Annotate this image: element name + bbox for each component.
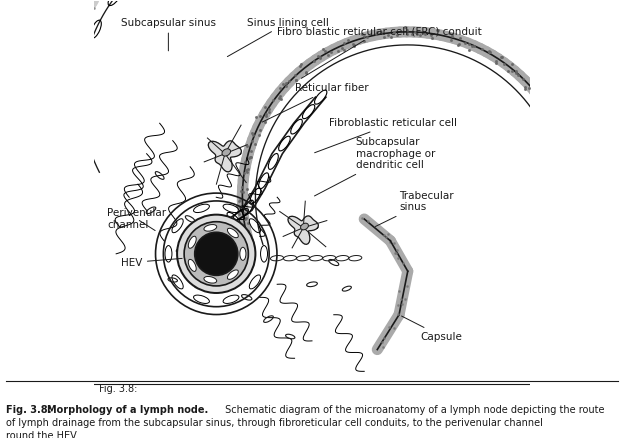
Text: Morphology of a lymph node.: Morphology of a lymph node. [47,405,208,415]
Ellipse shape [240,247,246,260]
Text: Fig. 3.8:: Fig. 3.8: [6,405,56,415]
Circle shape [177,215,255,293]
Text: round the HEV: round the HEV [6,431,77,438]
Text: Subcapsular
macrophage or
dendritic cell: Subcapsular macrophage or dendritic cell [314,137,435,196]
Circle shape [195,232,238,276]
Ellipse shape [188,259,196,272]
Ellipse shape [227,270,238,279]
Ellipse shape [227,228,238,238]
Text: Fig. 3.8:: Fig. 3.8: [99,384,140,394]
Ellipse shape [188,236,196,248]
Text: Reticular fiber: Reticular fiber [262,83,368,122]
Ellipse shape [204,225,217,231]
Text: Schematic diagram of the microanatomy of a lymph node depicting the route: Schematic diagram of the microanatomy of… [222,405,604,415]
Ellipse shape [204,276,217,283]
Ellipse shape [222,149,230,156]
Text: Sinus lining cell: Sinus lining cell [227,18,329,57]
Circle shape [184,222,248,286]
Text: of lymph drainage from the subcapsular sinus, through fibroreticular cell condui: of lymph drainage from the subcapsular s… [6,418,543,428]
Text: Perivenular
channel: Perivenular channel [107,208,167,230]
Text: HEV: HEV [120,258,182,268]
Polygon shape [208,141,241,172]
Text: Fibroblastic reticular cell: Fibroblastic reticular cell [314,118,457,153]
Text: Trabecular
sinus: Trabecular sinus [376,191,454,226]
Text: Capsule: Capsule [401,316,462,342]
Text: Fibro blastic reticular cell (FRC) conduit: Fibro blastic reticular cell (FRC) condu… [277,26,482,78]
Text: Subcapsular sinus: Subcapsular sinus [121,18,216,51]
Polygon shape [288,216,318,244]
Ellipse shape [301,223,308,230]
